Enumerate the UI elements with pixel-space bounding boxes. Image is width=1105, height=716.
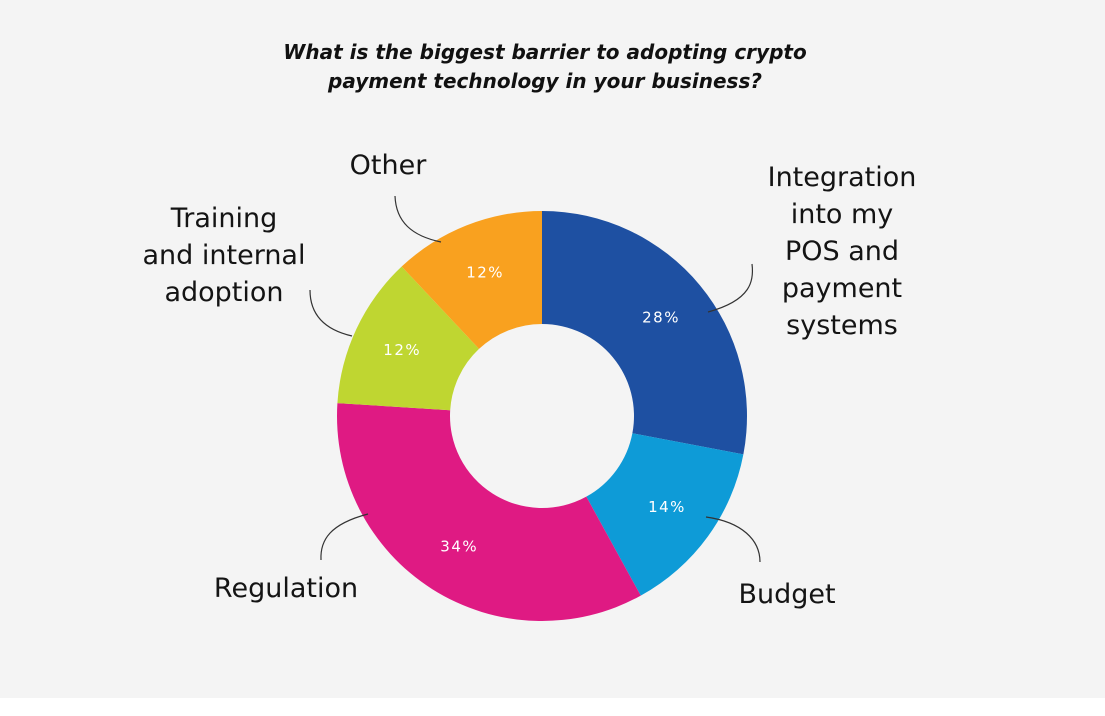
slice-regulation: [337, 403, 641, 621]
value-label-training-and-internal-adoption: 12%: [383, 341, 421, 359]
leader-line-other: [394, 195, 442, 243]
category-label-training-and-internal-adoption-line-1: Training: [170, 203, 278, 234]
category-label-integration-into-my-pos-and-payment-systems-line-4: payment: [782, 273, 902, 304]
slice-other: [401, 211, 542, 349]
slice-budget: [586, 433, 744, 596]
category-label-training-and-internal-adoption-line-3: adoption: [164, 277, 283, 308]
value-label-other: 12%: [466, 263, 504, 281]
chart-title: What is the biggest barrier to adopting …: [283, 40, 807, 93]
chart-title-line-1: What is the biggest barrier to adopting …: [283, 40, 807, 64]
leader-line-training-and-internal-adoption: [309, 289, 353, 337]
category-label-integration-into-my-pos-and-payment-systems-line-2: into my: [791, 199, 894, 230]
donut-slices: [337, 211, 748, 621]
category-labels: Integration into my POS and payment systems B…: [143, 150, 917, 610]
slice-integration-into-my-pos-and-payment-systems: [542, 211, 748, 455]
slice-value-labels: 28% 14% 34% 12% 12%: [383, 263, 686, 555]
leader-lines: [309, 195, 761, 563]
category-label-budget-line-1: Budget: [738, 579, 835, 610]
category-label-integration-into-my-pos-and-payment-systems-line-5: systems: [786, 310, 898, 341]
leader-line-integration-into-my-pos-and-payment-systems: [707, 263, 754, 313]
leader-line-budget: [705, 516, 761, 563]
value-label-budget: 14%: [648, 498, 686, 516]
category-label-training-and-internal-adoption-line-2: and internal: [143, 240, 306, 271]
category-label-regulation-line-1: Regulation: [214, 573, 358, 604]
category-label-integration-into-my-pos-and-payment-systems-line-3: POS and: [785, 236, 899, 267]
value-label-regulation: 34%: [440, 537, 478, 555]
value-label-integration-into-my-pos-and-payment-systems: 28%: [642, 309, 680, 327]
slice-training-and-internal-adoption: [337, 266, 480, 411]
donut-chart: What is the biggest barrier to adopting …: [143, 40, 917, 621]
chart-panel: What is the biggest barrier to adopting …: [0, 0, 1105, 698]
category-label-other-line-1: Other: [350, 150, 428, 181]
category-label-integration-into-my-pos-and-payment-systems-line-1: Integration: [768, 162, 917, 193]
leader-line-regulation: [320, 513, 369, 561]
chart-title-line-2: payment technology in your business?: [327, 69, 762, 93]
